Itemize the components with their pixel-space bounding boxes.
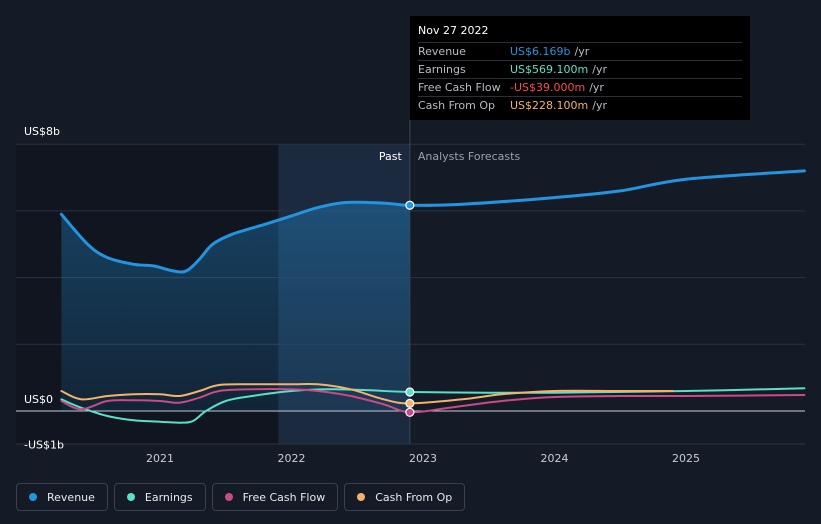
tooltip-value: US$6.169b	[510, 45, 571, 58]
revenue-dot-icon	[29, 493, 37, 501]
legend: Revenue Earnings Free Cash Flow Cash Fro…	[16, 483, 466, 511]
legend-item-cash-from-op[interactable]: Cash From Op	[344, 483, 466, 511]
earnings-dot-icon	[126, 493, 135, 501]
y-axis-label: US$8b	[24, 125, 60, 138]
legend-item-revenue[interactable]: Revenue	[16, 483, 108, 511]
legend-label: Earnings	[144, 490, 193, 504]
cash-from-op-line	[60, 382, 674, 405]
past-label: Past	[379, 150, 403, 163]
legend-item-earnings[interactable]: Earnings	[113, 483, 206, 511]
tooltip-value: US$228.100m	[510, 99, 589, 112]
revenue-marker	[405, 200, 415, 210]
x-axis-tick-label: 2024	[541, 452, 569, 465]
revenue-area	[61, 202, 410, 411]
x-axis-tick-label: 2022	[278, 452, 306, 465]
x-axis-tick-label: 2023	[409, 452, 437, 465]
legend-label: Cash From Op	[375, 490, 453, 504]
tooltip-unit: /yr	[574, 45, 590, 58]
tooltip-unit: /yr	[592, 63, 607, 76]
x-axis-tick-label: 2025	[672, 452, 700, 465]
cash-from-op-marker	[405, 398, 415, 408]
cash-from-op-dot-icon	[357, 493, 366, 501]
earnings-line	[60, 387, 806, 424]
revenue-line	[59, 169, 806, 274]
tooltip-label: Cash From Op	[418, 99, 496, 112]
legend-label: Revenue	[47, 490, 95, 504]
tooltip-row-free-cash-flow: Free Cash Flow -US$39.000m /yr	[418, 78, 742, 96]
tooltip-value: -US$39.000m	[510, 81, 586, 94]
tooltip-unit: /yr	[589, 81, 604, 94]
tooltip: Nov 27 2022 Revenue US$6.169b /yr Earnin…	[410, 16, 750, 120]
tooltip-row-earnings: Earnings US$569.100m /yr	[418, 60, 742, 78]
free-cash-flow-line	[60, 388, 806, 414]
earnings-marker	[405, 387, 415, 397]
tooltip-date: Nov 27 2022	[418, 24, 489, 37]
chart: Past Analysts Forecasts US$8bUS$0-US$1b …	[16, 120, 806, 465]
tooltip-value: US$569.100m	[510, 63, 589, 76]
tooltip-unit: /yr	[592, 99, 607, 112]
legend-label: Free Cash Flow	[242, 490, 326, 504]
forecast-label: Analysts Forecasts	[418, 150, 521, 163]
x-axis-tick-label: 2021	[146, 452, 174, 465]
tooltip-label: Earnings	[418, 63, 466, 76]
free-cash-flow-dot-icon	[224, 493, 233, 501]
free-cash-flow-marker	[405, 407, 415, 417]
legend-item-free-cash-flow[interactable]: Free Cash Flow	[211, 483, 339, 511]
tooltip-row-cash-from-op: Cash From Op US$228.100m /yr	[418, 96, 742, 114]
tooltip-label: Free Cash Flow	[418, 81, 501, 94]
y-axis-label: US$0	[24, 393, 53, 406]
tooltip-row-revenue: Revenue US$6.169b /yr	[418, 42, 742, 60]
y-axis-label: -US$1b	[24, 438, 64, 451]
tooltip-label: Revenue	[418, 45, 466, 58]
